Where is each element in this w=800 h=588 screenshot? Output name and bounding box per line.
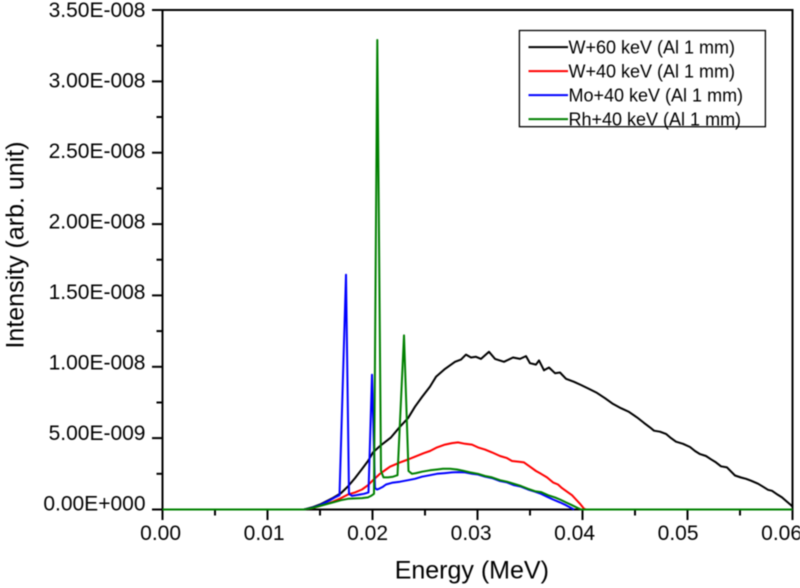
svg-text:W+40 keV (Al 1 mm): W+40 keV (Al 1 mm) <box>569 61 736 81</box>
svg-text:0.02: 0.02 <box>347 522 388 545</box>
svg-text:0.05: 0.05 <box>658 522 699 545</box>
svg-text:Rh+40 keV (Al 1 mm): Rh+40 keV (Al 1 mm) <box>569 109 742 129</box>
svg-text:3.00E-008: 3.00E-008 <box>49 70 146 93</box>
svg-text:W+60 keV (Al 1 mm): W+60 keV (Al 1 mm) <box>569 37 736 57</box>
svg-text:0.00E+000: 0.00E+000 <box>43 493 145 516</box>
svg-text:1.50E-008: 1.50E-008 <box>49 281 146 304</box>
svg-text:0.04: 0.04 <box>554 522 595 545</box>
svg-text:1.00E-008: 1.00E-008 <box>49 352 146 375</box>
svg-text:2.00E-008: 2.00E-008 <box>49 211 146 234</box>
svg-text:Energy (MeV): Energy (MeV) <box>395 557 549 585</box>
svg-text:Intensity (arb. unit): Intensity (arb. unit) <box>2 141 30 348</box>
svg-text:0.06: 0.06 <box>761 522 800 545</box>
svg-text:3.50E-008: 3.50E-008 <box>49 0 146 22</box>
svg-text:0.00: 0.00 <box>140 522 181 545</box>
svg-text:2.50E-008: 2.50E-008 <box>49 140 146 163</box>
svg-text:0.01: 0.01 <box>244 522 285 545</box>
svg-text:5.00E-009: 5.00E-009 <box>49 422 146 445</box>
svg-text:Mo+40 keV (Al 1 mm): Mo+40 keV (Al 1 mm) <box>569 85 744 105</box>
svg-text:0.03: 0.03 <box>451 522 492 545</box>
